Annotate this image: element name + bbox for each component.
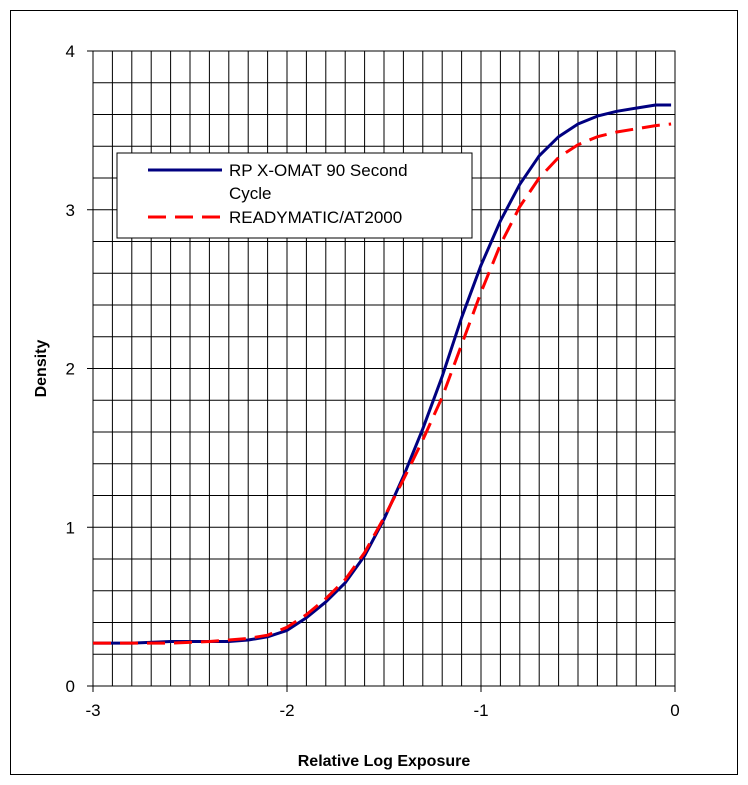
y-tick-label: 4	[66, 42, 75, 61]
legend-label-rp-xomat-cont: Cycle	[229, 184, 272, 203]
x-tick-label: -3	[85, 701, 100, 720]
x-tick-label: 0	[670, 701, 679, 720]
legend-box	[116, 152, 473, 239]
legend-label-rp-xomat: RP X-OMAT 90 Second	[229, 161, 408, 180]
x-tick-label: -1	[473, 701, 488, 720]
x-tick-label: -2	[279, 701, 294, 720]
x-axis-title: Relative Log Exposure	[298, 753, 471, 770]
legend: RP X-OMAT 90 Second Cycle READYMATIC/AT2…	[116, 152, 473, 239]
axis-ticks: -3 -2 -1 0 0 1 2 3 4	[66, 42, 680, 720]
y-tick-label: 1	[66, 518, 75, 537]
series-lines	[93, 103, 672, 645]
y-tick-label: 3	[66, 201, 75, 220]
series-line-readymatic	[93, 122, 672, 645]
y-tick-label: 2	[66, 360, 75, 379]
y-tick-label: 0	[66, 677, 75, 696]
series-line-rp-xomat	[93, 103, 672, 645]
legend-label-readymatic: READYMATIC/AT2000	[229, 208, 402, 227]
grid	[92, 50, 676, 687]
y-axis-title: Density	[33, 340, 50, 398]
